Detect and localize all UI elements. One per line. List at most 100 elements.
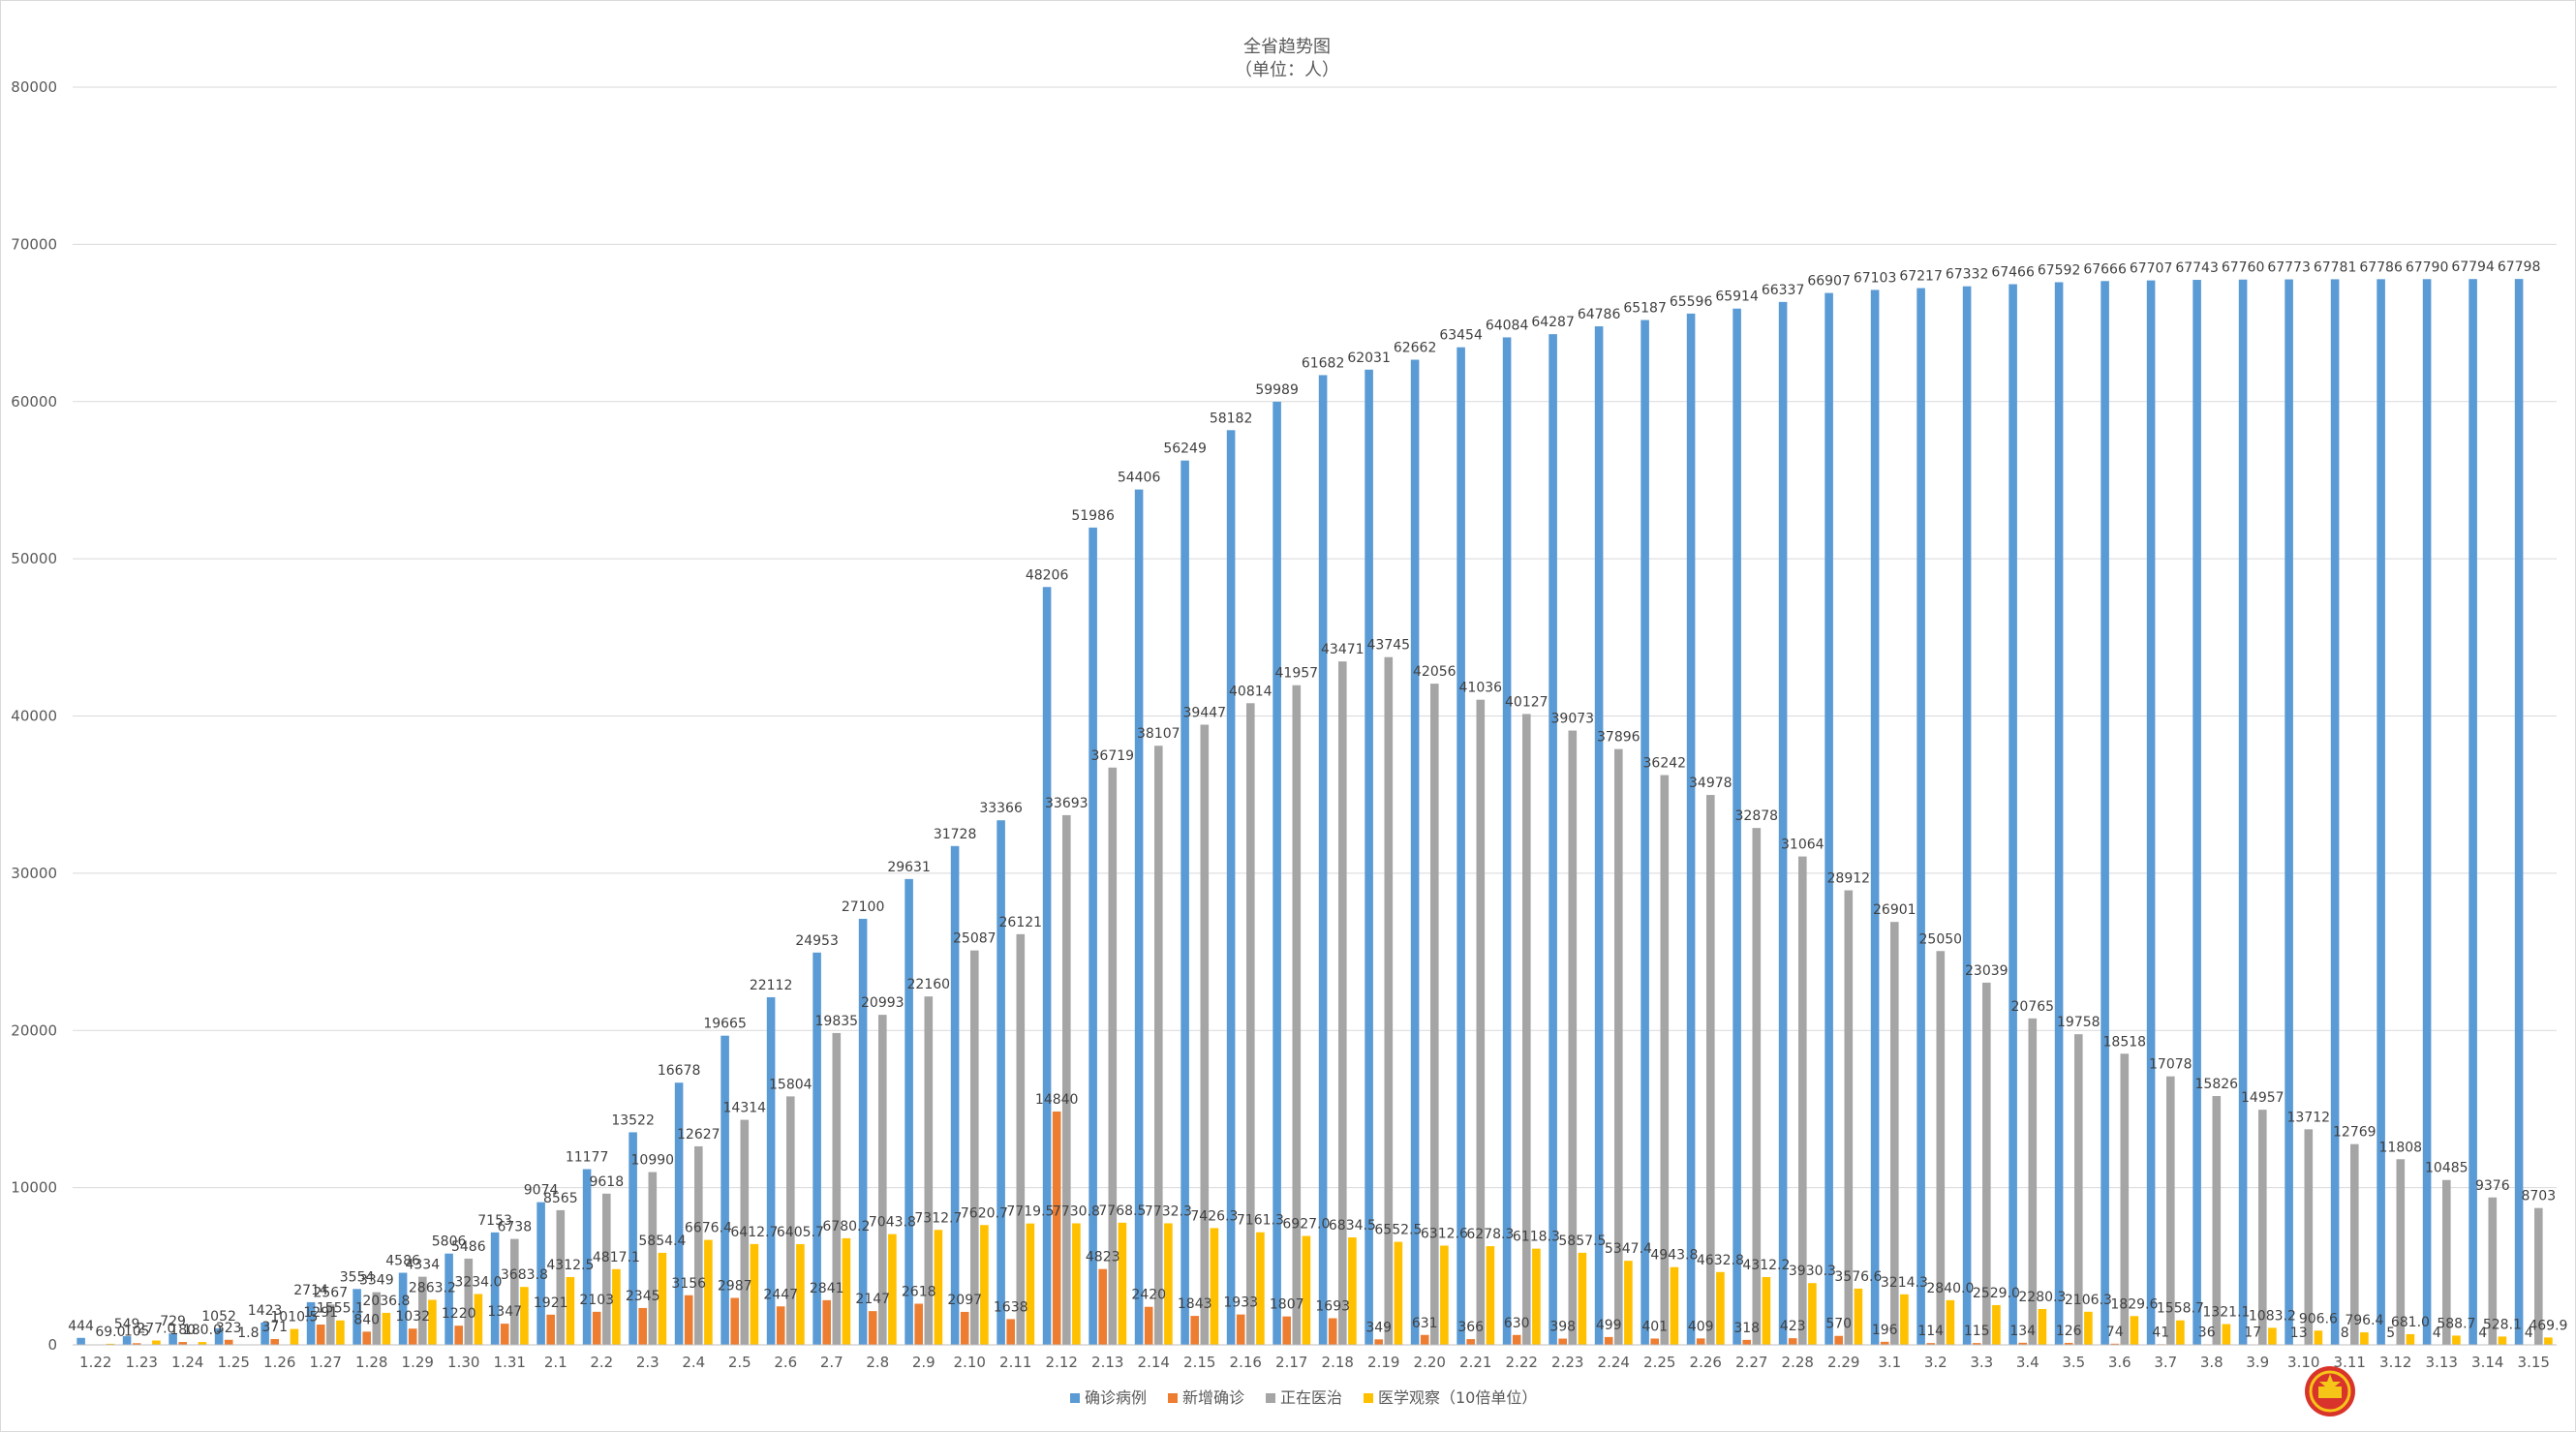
data-labels: 444 549 729 1052 142327143554458658067153907… — [68, 259, 2567, 1341]
legend-label: 正在医治 — [1280, 1388, 1342, 1407]
data-label-series-1: 2447 — [763, 1287, 798, 1302]
bar-series-2 — [740, 1119, 750, 1345]
data-label-series-0: 67794 — [2451, 259, 2495, 275]
data-label-series-1: 318 — [1733, 1321, 1760, 1336]
data-label-series-0: 67707 — [2130, 261, 2173, 277]
data-label-series-2: 37896 — [1597, 730, 1641, 746]
bar-series-0 — [766, 996, 776, 1345]
bar-series-2 — [372, 1292, 382, 1345]
bar-series-0 — [1825, 292, 1833, 1345]
data-label-series-1: 366 — [1457, 1320, 1484, 1335]
bar-series-1 — [776, 1306, 785, 1345]
bar-series-0 — [2193, 280, 2201, 1345]
data-label-series-3: 1083.2 — [2249, 1308, 2296, 1324]
data-label-series-0: 67103 — [1854, 270, 1897, 286]
data-label-series-0: 29631 — [887, 860, 931, 875]
bar-series-0 — [169, 1333, 177, 1345]
x-tick-label: 3.9 — [2246, 1354, 2269, 1371]
bar-series-2 — [602, 1193, 611, 1345]
data-label-series-1: 180 — [169, 1323, 196, 1338]
data-label-series-2: 15826 — [2195, 1077, 2239, 1092]
bar-series-0 — [2285, 279, 2293, 1346]
bar-series-2 — [1752, 828, 1762, 1345]
x-tick-label: 3.14 — [2471, 1354, 2503, 1371]
data-label-series-0: 65596 — [1670, 294, 1713, 310]
bar-series-2 — [2350, 1143, 2359, 1345]
data-label-series-0: 66907 — [1807, 274, 1851, 289]
x-tick-label: 2.23 — [1551, 1354, 1583, 1371]
bar-series-2 — [326, 1304, 335, 1345]
data-label-series-2: 33693 — [1045, 796, 1089, 811]
bar-series-3 — [1808, 1283, 1817, 1345]
data-label-series-2: 32878 — [1735, 808, 1779, 824]
data-label-series-1: 401 — [1641, 1319, 1668, 1334]
x-tick-label: 2.17 — [1275, 1354, 1307, 1371]
data-label-series-3: 2106.3 — [2065, 1293, 2112, 1308]
x-tick-label: 2.13 — [1091, 1354, 1123, 1371]
data-label-series-3: 906.6 — [2299, 1311, 2338, 1326]
data-label-series-1: 840 — [353, 1312, 380, 1327]
data-label-series-0: 31728 — [934, 827, 977, 842]
y-tick-label: 30000 — [11, 865, 57, 882]
x-tick-label: 1.25 — [218, 1354, 250, 1371]
data-label-series-3: 2840.0 — [1926, 1281, 1974, 1296]
data-label-series-1: 631 — [1412, 1316, 1438, 1331]
bar-series-0 — [905, 878, 913, 1345]
data-label-series-1: 409 — [1688, 1319, 1714, 1334]
bar-series-3 — [1992, 1304, 2001, 1345]
data-label-series-1: 114 — [1917, 1324, 1944, 1339]
bar-series-0 — [1778, 301, 1788, 1345]
bar-series-0 — [1917, 288, 1925, 1345]
bar-series-0 — [1594, 326, 1604, 1345]
data-label-series-3: 469.9 — [2529, 1318, 2567, 1333]
data-label-series-0: 2714 — [293, 1283, 328, 1298]
data-label-series-2: 14957 — [2241, 1090, 2285, 1106]
legend-label: 新增确诊 — [1182, 1388, 1244, 1407]
bar-series-3 — [1578, 1252, 1587, 1345]
data-label-series-2: 8565 — [543, 1191, 578, 1206]
bar-series-1 — [132, 1343, 141, 1345]
bar-series-3 — [2130, 1316, 2139, 1345]
bar-series-2 — [786, 1096, 795, 1345]
y-tick-label: 60000 — [11, 393, 57, 411]
y-tick-label: 10000 — [11, 1179, 57, 1197]
bar-series-2 — [1338, 661, 1347, 1345]
bar-series-0 — [77, 1337, 85, 1345]
data-label-series-3: 1829.6 — [2110, 1296, 2158, 1312]
bar-series-3 — [152, 1340, 161, 1345]
bar-series-2 — [1430, 684, 1439, 1345]
data-label-series-1: 2420 — [1131, 1288, 1166, 1303]
data-label-series-1: 41 — [2152, 1325, 2169, 1340]
data-label-series-0: 64084 — [1486, 318, 1529, 333]
bar-series-0 — [214, 1327, 224, 1345]
bar-series-2 — [2396, 1159, 2406, 1345]
y-tick-label: 0 — [47, 1336, 57, 1354]
data-label-series-0: 1423 — [248, 1303, 283, 1319]
data-label-series-1: 115 — [1964, 1324, 1990, 1339]
bar-series-1 — [730, 1297, 739, 1345]
bar-series-3 — [1302, 1235, 1311, 1345]
bar-series-3 — [428, 1299, 437, 1345]
data-label-series-2: 9618 — [589, 1174, 624, 1190]
bar-series-0 — [1641, 320, 1649, 1345]
data-label-series-3: 3576.6 — [1834, 1269, 1882, 1285]
data-label-series-1: 371 — [261, 1320, 288, 1335]
bar-series-1 — [546, 1314, 555, 1345]
x-tick-label: 3.10 — [2287, 1354, 2319, 1371]
bar-series-3 — [612, 1268, 621, 1345]
bar-series-1 — [1604, 1336, 1613, 1345]
data-label-series-3: 3214.3 — [1881, 1275, 1928, 1291]
bar-series-3 — [2268, 1327, 2277, 1345]
bar-series-0 — [1042, 587, 1052, 1345]
data-label-series-0: 67781 — [2314, 259, 2357, 275]
data-label-series-3: 4312.5 — [546, 1258, 594, 1273]
legend-swatch — [1168, 1393, 1178, 1403]
chart-title: 全省趋势图 — [1243, 37, 1331, 57]
data-label-series-2: 10990 — [631, 1153, 675, 1169]
data-label-series-0: 549 — [114, 1317, 140, 1332]
bar-series-0 — [813, 952, 821, 1345]
bar-series-0 — [950, 845, 960, 1345]
bar-series-2 — [1844, 890, 1854, 1345]
bar-series-2 — [1890, 922, 1899, 1345]
bar-series-3 — [2038, 1308, 2047, 1345]
